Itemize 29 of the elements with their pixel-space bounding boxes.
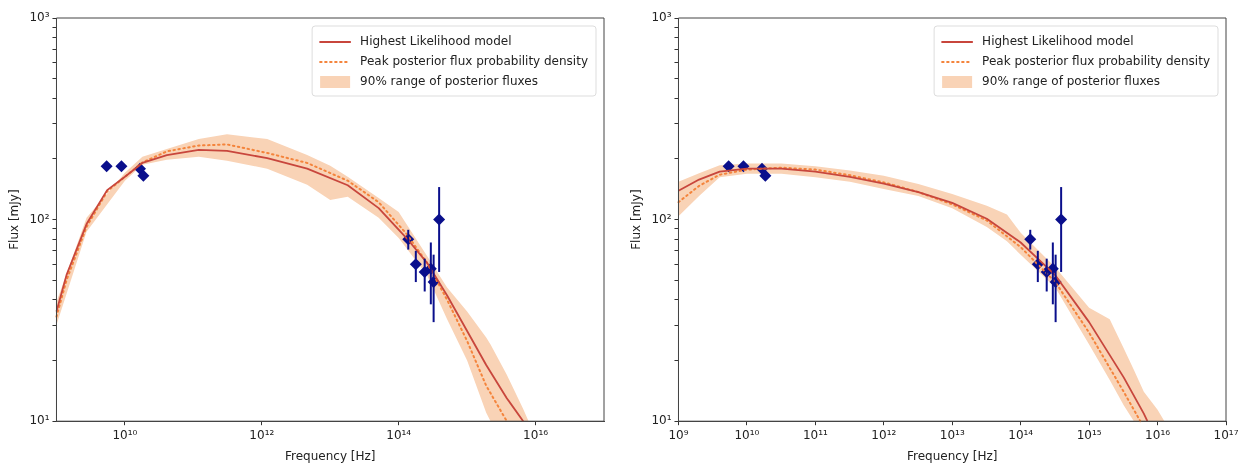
x-tick-label: 10¹⁰ bbox=[112, 427, 138, 442]
x-axis-title: Frequency [Hz] bbox=[284, 448, 376, 463]
legend-label: Highest Likelihood model bbox=[982, 34, 1134, 49]
y-axis-title: Flux [mJy] bbox=[629, 189, 644, 250]
x-tick-label: 10⁹ bbox=[668, 427, 689, 442]
y-tick-label: 10² bbox=[29, 211, 50, 226]
legend-label: Highest Likelihood model bbox=[360, 34, 512, 49]
x-tick-label: 10¹⁶ bbox=[523, 427, 549, 442]
legend-label: Peak posterior flux probability density bbox=[360, 54, 589, 69]
y-tick-label: 10¹ bbox=[651, 413, 672, 428]
y-tick-label: 10³ bbox=[29, 10, 50, 25]
y-tick-label: 10² bbox=[651, 211, 672, 226]
x-tick-label: 10¹⁰ bbox=[734, 427, 760, 442]
x-tick-label: 10¹⁶ bbox=[1145, 427, 1171, 442]
y-axis-title: Flux [mJy] bbox=[7, 189, 22, 250]
x-tick-label: 10¹⁷ bbox=[1213, 427, 1239, 442]
x-tick-label: 10¹³ bbox=[939, 427, 965, 442]
x-tick-label: 10¹⁴ bbox=[386, 427, 412, 442]
legend-label: 90% range of posterior fluxes bbox=[360, 74, 538, 89]
legend-label: 90% range of posterior fluxes bbox=[982, 74, 1160, 89]
legend-label: Peak posterior flux probability density bbox=[982, 54, 1211, 69]
y-tick-label: 10¹ bbox=[29, 413, 50, 428]
x-tick-label: 10¹² bbox=[871, 427, 897, 442]
y-tick-label: 10³ bbox=[651, 10, 672, 25]
x-tick-label: 10¹⁵ bbox=[1076, 427, 1102, 442]
x-tick-label: 10¹² bbox=[249, 427, 275, 442]
x-tick-label: 10¹⁴ bbox=[1008, 427, 1034, 442]
x-tick-label: 10¹¹ bbox=[802, 427, 828, 442]
x-axis-title: Frequency [Hz] bbox=[906, 448, 998, 463]
